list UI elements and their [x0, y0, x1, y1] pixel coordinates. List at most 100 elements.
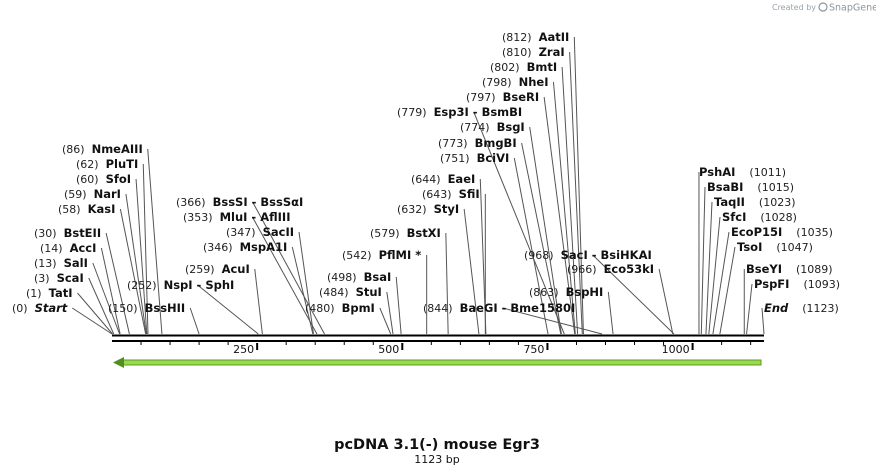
site-enzyme-name: StuI: [356, 285, 382, 299]
snapgene-logo-icon: [818, 2, 828, 12]
site-enzyme-name: BpmI: [342, 301, 375, 315]
site-position: (366): [176, 196, 206, 209]
site-enzyme-name: BsaBI: [707, 180, 743, 194]
site-position: (968): [524, 249, 554, 262]
site-label: (480) BpmI: [305, 301, 375, 315]
site-position: (863): [529, 286, 559, 299]
site-connector-line: [254, 268, 263, 335]
site-enzyme-name: PshAI: [699, 165, 735, 179]
site-enzyme-name: BssSI - BssSαI: [213, 195, 304, 209]
site-position: (346): [203, 241, 233, 254]
site-label: (812) AatII: [502, 30, 569, 44]
site-position: (1015): [757, 181, 794, 194]
site-position: (13): [34, 257, 57, 270]
site-enzyme-name: ZraI: [539, 45, 565, 59]
site-position: (966): [567, 263, 597, 276]
site-position: (480): [305, 302, 335, 315]
site-connector-line: [719, 246, 736, 335]
site-connector-line: [700, 186, 706, 335]
site-position: (812): [502, 31, 532, 44]
site-position: (86): [62, 143, 85, 156]
site-connectors: [72, 36, 765, 335]
site-position: (579): [370, 227, 400, 240]
site-enzyme-name: EaeI: [448, 172, 476, 186]
site-connector-line: [705, 201, 713, 335]
site-connector-line: [569, 51, 583, 335]
sequence-length: 1123 bp: [414, 453, 459, 466]
site-position: (1023): [759, 196, 796, 209]
site-connector-line: [88, 277, 115, 335]
site-label: (797) BseRI: [466, 90, 539, 104]
site-position: (644): [411, 173, 441, 186]
site-label: (751) BciVI: [440, 151, 509, 165]
site-enzyme-name: SacI - BsiHKAI: [561, 248, 652, 262]
site-label: (86) NmeAIII: [62, 142, 143, 156]
site-label: (773) BmgBI: [438, 136, 517, 150]
site-enzyme-name: BstXI: [407, 226, 441, 240]
site-connector-line: [592, 254, 675, 335]
site-enzyme-name: BseYI: [746, 262, 782, 276]
axis-tick-label: 1000: [662, 343, 690, 356]
site-enzyme-name: NarI: [94, 187, 121, 201]
site-label: BsaBI (1015): [707, 180, 794, 194]
snapgene-watermark: Created by SnapGene: [772, 2, 876, 14]
site-label: TsoI (1047): [737, 240, 813, 254]
feature-arrow: [113, 357, 762, 368]
site-position: (62): [76, 158, 99, 171]
site-enzyme-name: NheI: [519, 75, 549, 89]
site-enzyme-name: ScaI: [57, 271, 84, 285]
site-position: (1047): [776, 241, 813, 254]
site-enzyme-name: BsaI: [364, 270, 392, 284]
site-position: (779): [397, 106, 427, 119]
site-label: (1) TatI: [26, 286, 72, 300]
site-label: (353) MluI - AflIII: [183, 210, 290, 224]
site-connector-line: [463, 208, 480, 335]
site-enzyme-name: PflMI *: [379, 248, 422, 262]
site-connector-line: [746, 283, 753, 335]
site-enzyme-name: BssHII: [145, 301, 186, 315]
site-position: (58): [58, 203, 81, 216]
site-connector-line: [658, 268, 674, 335]
site-connector-line: [379, 307, 392, 335]
dna-backbone: [112, 334, 764, 342]
site-enzyme-name: SfcI: [722, 210, 746, 224]
site-connector-line: [761, 307, 765, 335]
site-label: (632) StyI: [397, 202, 459, 216]
site-enzyme-name: KasI: [88, 202, 116, 216]
site-label: (252) NspI - SphI: [127, 278, 234, 292]
site-label: (0) Start: [12, 301, 68, 315]
site-label: PspFI (1093): [754, 277, 840, 291]
site-enzyme-name: StyI: [434, 202, 460, 216]
site-position: (484): [319, 286, 349, 299]
site-label: (3) ScaI: [34, 271, 84, 285]
site-enzyme-name: BciVI: [477, 151, 510, 165]
site-position: (632): [397, 203, 427, 216]
axis-tick-label: 500: [378, 343, 399, 356]
site-enzyme-name: PspFI: [754, 277, 789, 291]
site-labels: (0) Start(1) TatI(3) ScaI(13) SalI(14) AccI(3…: [12, 30, 840, 315]
site-label: (542) PflMI *: [342, 248, 421, 262]
site-connector-line: [513, 157, 549, 335]
site-position: (751): [440, 152, 470, 165]
site-position: (1035): [796, 226, 833, 239]
site-enzyme-name: PluTI: [106, 157, 139, 171]
site-position: (810): [502, 46, 532, 59]
snapgene-brand: SnapGene: [829, 3, 876, 14]
site-enzyme-name: TaqII: [714, 195, 745, 209]
site-position: (259): [185, 263, 215, 276]
site-position: (150): [108, 302, 138, 315]
site-enzyme-name: End: [764, 301, 789, 315]
site-enzyme-name: MspA1I: [240, 240, 288, 254]
site-enzyme-name: BspHI: [566, 285, 604, 299]
created-by-label: Created by: [772, 3, 816, 12]
site-connector-line: [561, 66, 579, 335]
site-position: (1093): [803, 278, 840, 291]
site-label: (798) NheI: [482, 75, 548, 89]
site-label: SfcI (1028): [722, 210, 797, 224]
site-connector-line: [142, 163, 149, 335]
axis-tick-label: 250: [233, 343, 254, 356]
site-enzyme-name: BmtI: [527, 60, 558, 74]
site-connector-line: [125, 193, 147, 335]
site-connector-line: [479, 178, 487, 335]
site-position: (802): [490, 61, 520, 74]
